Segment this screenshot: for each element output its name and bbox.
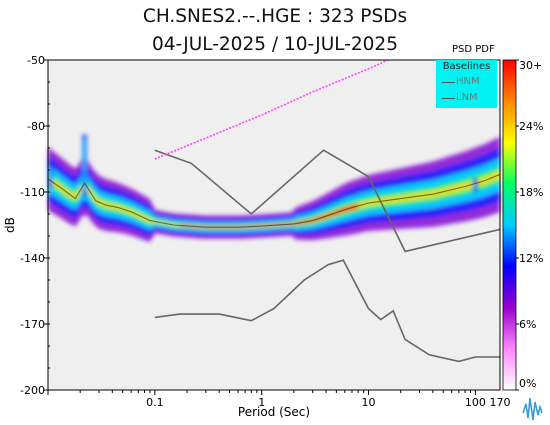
y-tick-label: -50 <box>27 54 45 67</box>
baseline-legend: Baselines HNM LNM <box>436 60 497 108</box>
colorbar-tick-label: 24% <box>519 120 543 133</box>
x-tick-label: 10 <box>362 396 376 409</box>
pdf-spike-core <box>49 167 52 184</box>
colorbar-tick-label: 0% <box>519 377 536 390</box>
plot-frame <box>47 59 501 391</box>
x-tick-label: 100 <box>465 396 486 409</box>
y-tick-label: -80 <box>27 120 45 133</box>
y-axis-label: dB <box>3 217 17 233</box>
colorbar-tick-label: 6% <box>519 318 536 331</box>
legend-line-hnm <box>442 82 455 83</box>
colorbar <box>502 59 517 391</box>
legend-label-lnm: LNM <box>456 92 478 103</box>
x-tick-label: 1 <box>258 396 265 409</box>
pdf-spike-core <box>474 182 477 188</box>
colorbar-tick-label: 30+ <box>519 59 542 72</box>
x-axis-label: Period (Sec) <box>238 405 310 419</box>
legend-entry-lnm: LNM <box>442 92 497 104</box>
chart-title: CH.SNES2.--.HGE : 323 PSDs <box>142 6 408 27</box>
legend-line-lnm <box>442 98 455 99</box>
baseline-hnm <box>154 149 500 253</box>
colorbar-tick-label: 12% <box>519 252 543 265</box>
y-tick-label: -110 <box>20 186 45 199</box>
waveform-logo-icon <box>522 397 543 421</box>
pdf-band-24-30pct <box>48 170 500 229</box>
legend-entry-hnm: HNM <box>442 76 497 88</box>
pdf-band-30plus <box>179 203 359 229</box>
legend-label-hnm: HNM <box>456 76 480 87</box>
chart-date-range: 04-JUL-2025 / 10-JUL-2025 <box>152 34 398 55</box>
y-tick-label: -200 <box>20 384 45 397</box>
pdf-spike-core <box>83 138 86 193</box>
baseline-reference-line <box>154 60 390 160</box>
legend-title: Baselines <box>442 61 491 72</box>
pdf-mode-line <box>47 173 501 228</box>
colorbar-tick-label: 18% <box>519 186 543 199</box>
baseline-lnm <box>154 259 500 363</box>
x-tick-label: 0.1 <box>146 396 164 409</box>
colorbar-title: PSD PDF <box>452 44 495 55</box>
x-tick-label: 170 <box>490 396 511 409</box>
logo-wave <box>522 397 543 421</box>
y-tick-label: -140 <box>20 252 45 265</box>
y-tick-label: -170 <box>20 318 45 331</box>
